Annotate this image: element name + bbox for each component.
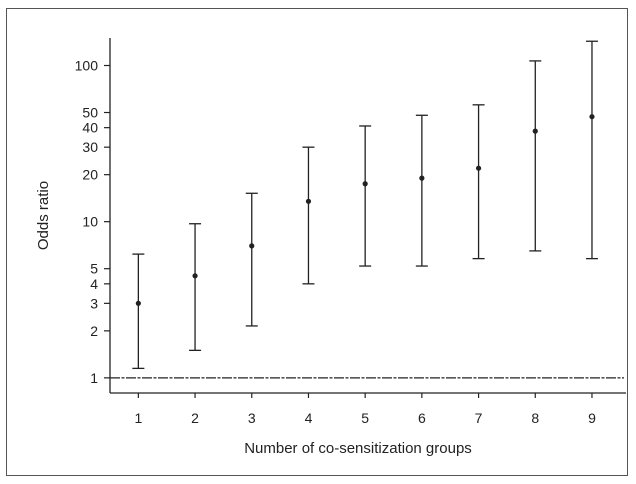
y-tick-label: 100 xyxy=(75,58,99,74)
odds-ratio-point xyxy=(249,243,255,249)
x-ticks: 1 2 3 4 5 6 7 8 9 xyxy=(134,393,596,426)
odds-ratio-point xyxy=(532,128,538,134)
odds-ratio-point xyxy=(305,198,312,204)
x-tick-label: 1 xyxy=(134,410,142,426)
odds-ratio-point xyxy=(362,181,368,187)
y-tick-label: 1 xyxy=(90,370,98,386)
odds-ratio-point xyxy=(419,175,425,181)
y-axis-label: Odds ratio xyxy=(35,181,52,250)
y-tick-label: 3 xyxy=(90,295,98,311)
y-tick-label: 40 xyxy=(82,120,98,136)
error-bar-group xyxy=(359,125,372,267)
y-tick-label: 10 xyxy=(82,214,98,230)
x-tick-label: 4 xyxy=(305,410,313,426)
y-tick-label: 50 xyxy=(82,105,98,121)
odds-ratio-point xyxy=(589,114,595,120)
y-tick-label: 20 xyxy=(82,167,98,183)
odds-ratio-point xyxy=(192,273,198,279)
error-bar-group xyxy=(472,104,485,260)
x-tick-label: 9 xyxy=(588,410,596,426)
error-bar-group xyxy=(245,192,258,327)
x-tick-label: 2 xyxy=(191,410,199,426)
odds-ratio-point xyxy=(135,300,141,306)
y-tick-label: 2 xyxy=(90,323,98,339)
x-tick-label: 5 xyxy=(361,410,369,426)
y-tick-label: 5 xyxy=(90,261,98,277)
error-bar-group xyxy=(132,253,145,370)
error-bar-group xyxy=(585,40,598,260)
axes xyxy=(109,38,626,394)
odds-ratio-point xyxy=(475,165,482,171)
x-tick-label: 3 xyxy=(248,410,256,426)
error-bar-group xyxy=(189,223,202,352)
error-bar-group xyxy=(529,60,542,252)
x-tick-label: 8 xyxy=(531,410,539,426)
error-bar-group xyxy=(302,146,315,285)
y-tick-label: 30 xyxy=(82,139,98,155)
y-tick-label: 4 xyxy=(90,276,98,292)
error-bar-series xyxy=(132,40,598,370)
x-tick-label: 7 xyxy=(475,410,483,426)
error-bar-group xyxy=(415,114,428,267)
x-tick-label: 6 xyxy=(418,410,426,426)
x-axis-label: Number of co-sensitization groups xyxy=(244,440,472,457)
